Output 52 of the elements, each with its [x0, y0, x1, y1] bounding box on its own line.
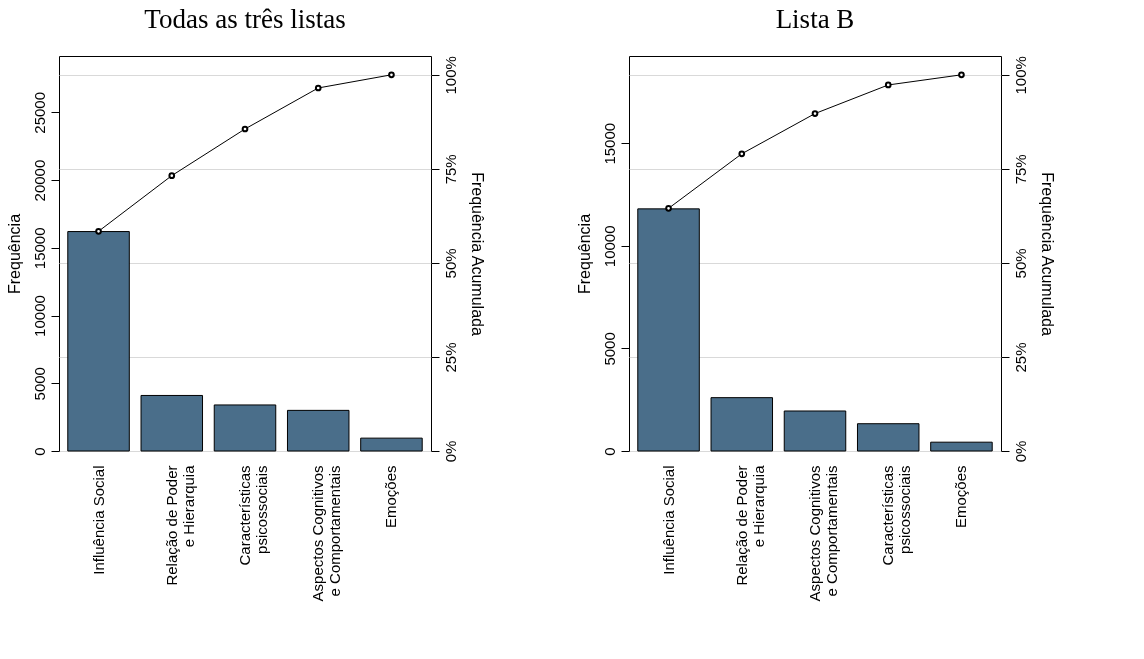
- bar: [140, 394, 204, 452]
- y-tick-label: 0: [600, 447, 618, 456]
- point: [95, 227, 102, 235]
- point: [958, 71, 965, 79]
- x-tick-label: Influência Social: [659, 465, 677, 575]
- x-tick-label: Emoções: [382, 465, 400, 529]
- y2-tick-label: 50%: [1011, 248, 1029, 279]
- y-axis-title: Frequência: [5, 213, 23, 295]
- y-tick-label: 5000: [30, 367, 48, 401]
- y-tick-label: 15000: [30, 227, 48, 270]
- point: [241, 125, 249, 133]
- y2-tick-label: 75%: [1011, 154, 1029, 185]
- point: [738, 150, 746, 158]
- y-tick-label: 5000: [600, 332, 618, 366]
- y-tick-label: 20000: [30, 159, 48, 202]
- point: [314, 84, 322, 92]
- y2-tick-label: 25%: [1011, 342, 1029, 373]
- bar: [710, 397, 774, 452]
- chart-title: Lista B: [775, 3, 855, 34]
- point: [884, 81, 892, 89]
- bar: [856, 423, 920, 452]
- bar: [783, 410, 847, 452]
- y2-tick-label: 100%: [1011, 56, 1029, 95]
- x-tick-label: Relação de Poder e Hierarquia: [162, 464, 197, 586]
- y-tick-label: 10000: [30, 295, 48, 337]
- x-tick-label: Emoções: [952, 465, 970, 529]
- y2-tick-label: 75%: [441, 154, 459, 185]
- y-tick-label: 25000: [30, 91, 48, 134]
- y-tick-label: 0: [30, 447, 48, 456]
- bar: [67, 231, 130, 452]
- y2-tick-label: 100%: [441, 56, 459, 95]
- point: [168, 172, 176, 179]
- y2-tick-label: 0%: [441, 440, 459, 463]
- bar: [213, 404, 277, 452]
- x-tick-label: Influência Social: [89, 465, 107, 575]
- y2-axis-title: Frequência Acumulada: [1038, 172, 1056, 336]
- y2-tick-label: 0%: [1011, 440, 1029, 463]
- x-tick-label: Relação de Poder e Hierarquia: [732, 464, 767, 586]
- bar: [360, 437, 423, 452]
- point: [388, 71, 395, 79]
- point: [811, 110, 819, 117]
- y-tick-label: 15000: [600, 122, 618, 165]
- bar: [637, 208, 700, 452]
- y2-tick-label: 50%: [441, 248, 459, 279]
- bar: [930, 441, 993, 452]
- y2-axis-title: Frequência Acumulada: [468, 172, 486, 336]
- chart-title: Todas as três listas: [144, 3, 346, 34]
- y-tick-label: 10000: [600, 225, 618, 268]
- y2-tick-label: 25%: [441, 342, 459, 373]
- bar: [286, 409, 350, 452]
- point: [665, 205, 672, 212]
- y-axis-title: Frequência: [575, 213, 593, 295]
